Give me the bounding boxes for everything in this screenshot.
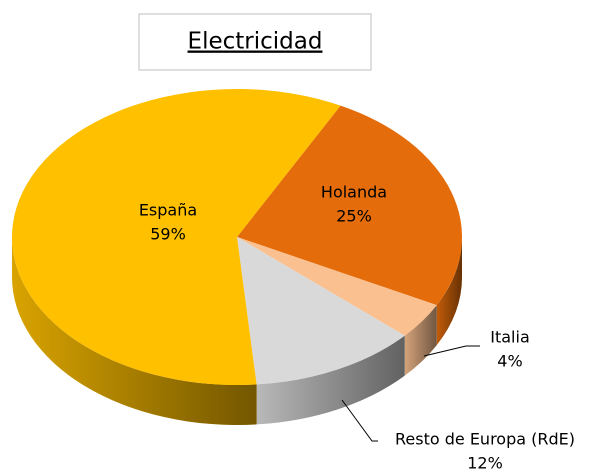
slice-side-shade: [256, 335, 405, 425]
slice-label: España: [139, 201, 197, 220]
slice-label: Holanda: [321, 183, 387, 202]
value-label: 4%: [497, 352, 522, 371]
leader-line: [423, 345, 480, 357]
pie: [12, 88, 462, 426]
value-label: 12%: [467, 454, 503, 471]
slice-side-shade: [12, 237, 257, 426]
slice: [237, 237, 437, 336]
slice-side-shade: [436, 237, 462, 346]
slice-label: Italia: [490, 328, 530, 347]
value-label: 25%: [336, 207, 372, 226]
slice: [237, 105, 462, 306]
leader-line: [341, 399, 378, 442]
title-box: [138, 13, 372, 71]
value-label: 59%: [150, 225, 186, 244]
chart-title: Electricidad: [188, 29, 323, 55]
slice-side-shade: [404, 305, 437, 376]
slice: [12, 88, 341, 385]
slice: [237, 237, 405, 385]
slice-label: Resto de Europa (RdE): [395, 430, 575, 449]
